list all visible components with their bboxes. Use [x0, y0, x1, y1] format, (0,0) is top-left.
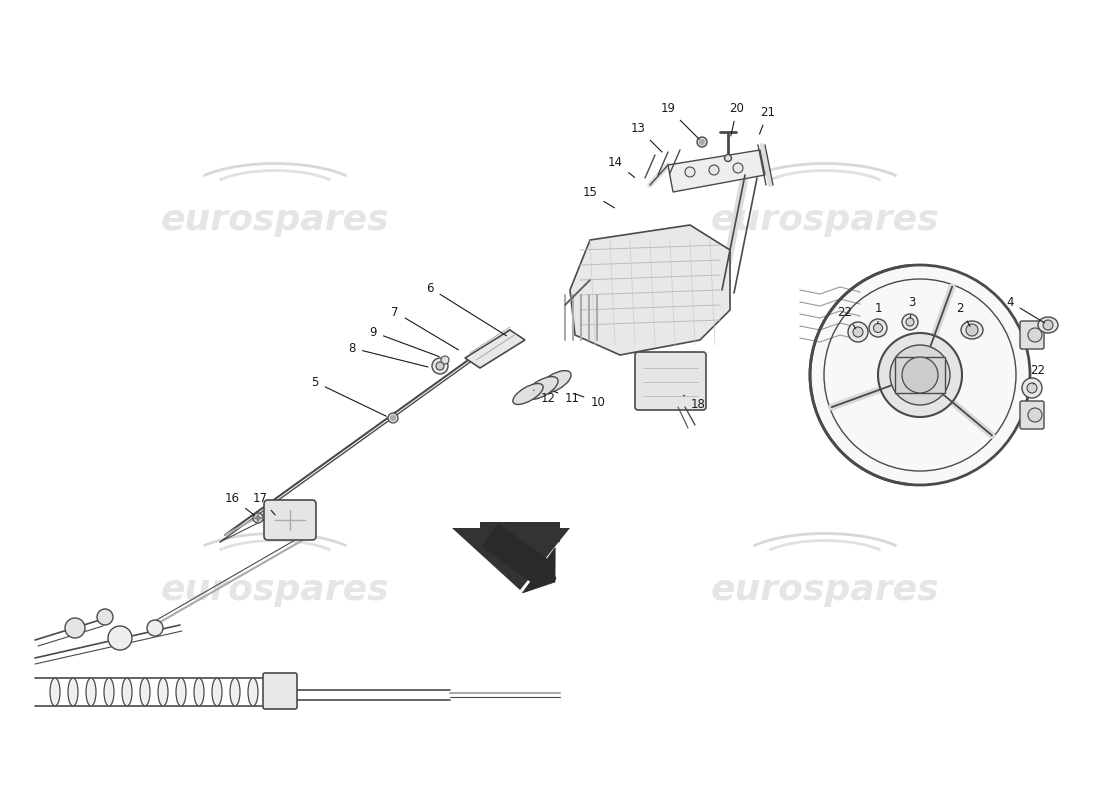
Ellipse shape: [248, 678, 258, 706]
Polygon shape: [482, 524, 556, 593]
Text: 13: 13: [630, 122, 662, 152]
Text: 15: 15: [583, 186, 615, 208]
Polygon shape: [668, 150, 764, 192]
Circle shape: [65, 618, 85, 638]
Ellipse shape: [513, 383, 543, 405]
Text: 21: 21: [759, 106, 775, 134]
Polygon shape: [570, 225, 730, 355]
Text: 19: 19: [660, 102, 700, 139]
Circle shape: [697, 137, 707, 147]
Text: 17: 17: [253, 491, 275, 515]
Circle shape: [441, 356, 449, 364]
Text: eurospares: eurospares: [161, 203, 389, 237]
Polygon shape: [480, 522, 560, 542]
Circle shape: [725, 154, 732, 162]
Circle shape: [733, 163, 742, 173]
Polygon shape: [452, 528, 570, 590]
Circle shape: [700, 139, 704, 145]
Circle shape: [388, 413, 398, 423]
Ellipse shape: [68, 678, 78, 706]
Circle shape: [147, 620, 163, 636]
Text: eurospares: eurospares: [711, 573, 939, 607]
Text: 14: 14: [607, 155, 635, 178]
Ellipse shape: [230, 678, 240, 706]
Text: 20: 20: [729, 102, 745, 136]
Circle shape: [1028, 328, 1042, 342]
Circle shape: [685, 167, 695, 177]
FancyBboxPatch shape: [264, 500, 316, 540]
Circle shape: [97, 609, 113, 625]
Ellipse shape: [86, 678, 96, 706]
FancyBboxPatch shape: [635, 352, 706, 410]
Circle shape: [878, 333, 962, 417]
Circle shape: [906, 318, 914, 326]
Circle shape: [1028, 408, 1042, 422]
Polygon shape: [895, 357, 945, 393]
Text: 1: 1: [874, 302, 882, 324]
Circle shape: [432, 358, 448, 374]
Circle shape: [108, 626, 132, 650]
Circle shape: [1027, 383, 1037, 393]
Ellipse shape: [140, 678, 150, 706]
Ellipse shape: [539, 370, 571, 394]
Ellipse shape: [104, 678, 114, 706]
Circle shape: [873, 323, 882, 333]
Ellipse shape: [176, 678, 186, 706]
Circle shape: [253, 513, 263, 523]
Circle shape: [869, 319, 887, 337]
Text: 3: 3: [909, 295, 915, 318]
Circle shape: [810, 265, 1030, 485]
Text: 6: 6: [427, 282, 506, 336]
Text: eurospares: eurospares: [711, 203, 939, 237]
Circle shape: [902, 314, 918, 330]
Text: 16: 16: [224, 491, 255, 515]
Ellipse shape: [961, 321, 983, 339]
Text: 4: 4: [1006, 295, 1044, 323]
Circle shape: [436, 362, 444, 370]
Ellipse shape: [1038, 317, 1058, 333]
Circle shape: [902, 357, 938, 393]
Polygon shape: [465, 330, 525, 368]
Text: 9: 9: [370, 326, 439, 357]
Circle shape: [1043, 320, 1053, 330]
Text: 11: 11: [554, 391, 580, 405]
FancyBboxPatch shape: [263, 673, 297, 709]
Text: 22: 22: [1031, 363, 1045, 384]
Text: eurospares: eurospares: [161, 573, 389, 607]
Circle shape: [966, 324, 978, 336]
Circle shape: [710, 165, 719, 175]
Text: 22: 22: [837, 306, 856, 329]
Text: 5: 5: [311, 375, 386, 416]
Circle shape: [390, 415, 396, 421]
Text: 2: 2: [956, 302, 970, 326]
Circle shape: [256, 516, 260, 520]
Text: 7: 7: [392, 306, 459, 350]
Text: 10: 10: [574, 394, 605, 409]
Ellipse shape: [158, 678, 168, 706]
FancyBboxPatch shape: [1020, 321, 1044, 349]
Ellipse shape: [122, 678, 132, 706]
Ellipse shape: [194, 678, 204, 706]
FancyBboxPatch shape: [1020, 401, 1044, 429]
Text: 18: 18: [683, 395, 705, 411]
Text: 8: 8: [349, 342, 428, 367]
Circle shape: [852, 327, 864, 337]
Ellipse shape: [50, 678, 60, 706]
Ellipse shape: [526, 377, 558, 399]
Circle shape: [848, 322, 868, 342]
Ellipse shape: [212, 678, 222, 706]
Circle shape: [1022, 378, 1042, 398]
Text: 12: 12: [534, 390, 556, 405]
Circle shape: [890, 345, 950, 405]
